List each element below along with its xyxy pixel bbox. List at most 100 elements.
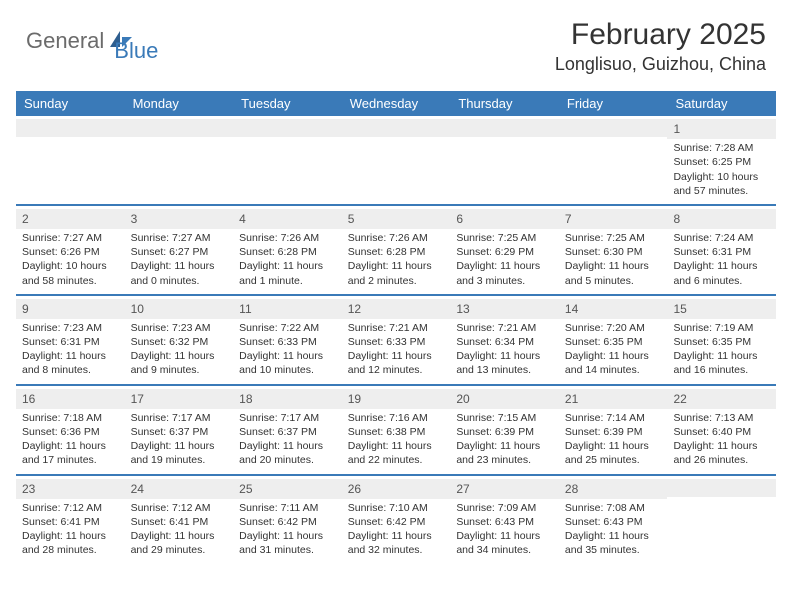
sunrise-text: Sunrise: 7:23 AM xyxy=(131,321,228,335)
sunrise-text: Sunrise: 7:17 AM xyxy=(239,411,336,425)
day-cell: 22Sunrise: 7:13 AMSunset: 6:40 PMDayligh… xyxy=(667,386,776,474)
sunrise-text: Sunrise: 7:22 AM xyxy=(239,321,336,335)
daylight-text: Daylight: 11 hours and 25 minutes. xyxy=(565,439,662,467)
daylight-text: Daylight: 11 hours and 3 minutes. xyxy=(456,259,553,287)
sunset-text: Sunset: 6:37 PM xyxy=(239,425,336,439)
daylight-text: Daylight: 11 hours and 6 minutes. xyxy=(673,259,770,287)
sunrise-text: Sunrise: 7:21 AM xyxy=(348,321,445,335)
sunset-text: Sunset: 6:29 PM xyxy=(456,245,553,259)
day-number: 17 xyxy=(125,389,234,409)
daylight-text: Daylight: 11 hours and 32 minutes. xyxy=(348,529,445,557)
day-number xyxy=(125,119,234,137)
day-cell: 5Sunrise: 7:26 AMSunset: 6:28 PMDaylight… xyxy=(342,206,451,294)
day-cell xyxy=(559,116,668,204)
sunset-text: Sunset: 6:33 PM xyxy=(348,335,445,349)
daylight-text: Daylight: 11 hours and 35 minutes. xyxy=(565,529,662,557)
sunrise-text: Sunrise: 7:13 AM xyxy=(673,411,770,425)
sunset-text: Sunset: 6:39 PM xyxy=(565,425,662,439)
sunset-text: Sunset: 6:37 PM xyxy=(131,425,228,439)
day-cell: 16Sunrise: 7:18 AMSunset: 6:36 PMDayligh… xyxy=(16,386,125,474)
daylight-text: Daylight: 11 hours and 8 minutes. xyxy=(22,349,119,377)
day-cell: 2Sunrise: 7:27 AMSunset: 6:26 PMDaylight… xyxy=(16,206,125,294)
sunset-text: Sunset: 6:27 PM xyxy=(131,245,228,259)
day-number: 8 xyxy=(667,209,776,229)
sunrise-text: Sunrise: 7:21 AM xyxy=(456,321,553,335)
day-number xyxy=(450,119,559,137)
daylight-text: Daylight: 11 hours and 19 minutes. xyxy=(131,439,228,467)
day-number: 7 xyxy=(559,209,668,229)
day-number xyxy=(667,479,776,497)
day-number: 4 xyxy=(233,209,342,229)
daylight-text: Daylight: 11 hours and 12 minutes. xyxy=(348,349,445,377)
sunset-text: Sunset: 6:25 PM xyxy=(673,155,770,169)
sunset-text: Sunset: 6:32 PM xyxy=(131,335,228,349)
daylight-text: Daylight: 11 hours and 1 minute. xyxy=(239,259,336,287)
sunrise-text: Sunrise: 7:14 AM xyxy=(565,411,662,425)
sunrise-text: Sunrise: 7:24 AM xyxy=(673,231,770,245)
day-cell: 19Sunrise: 7:16 AMSunset: 6:38 PMDayligh… xyxy=(342,386,451,474)
day-of-week-cell: Thursday xyxy=(450,91,559,116)
week-row: 9Sunrise: 7:23 AMSunset: 6:31 PMDaylight… xyxy=(16,296,776,386)
daylight-text: Daylight: 11 hours and 10 minutes. xyxy=(239,349,336,377)
daylight-text: Daylight: 11 hours and 34 minutes. xyxy=(456,529,553,557)
day-number: 10 xyxy=(125,299,234,319)
day-number: 23 xyxy=(16,479,125,499)
sunrise-text: Sunrise: 7:18 AM xyxy=(22,411,119,425)
day-number: 19 xyxy=(342,389,451,409)
daylight-text: Daylight: 11 hours and 20 minutes. xyxy=(239,439,336,467)
sunset-text: Sunset: 6:42 PM xyxy=(348,515,445,529)
day-number: 3 xyxy=(125,209,234,229)
sunrise-text: Sunrise: 7:15 AM xyxy=(456,411,553,425)
sunset-text: Sunset: 6:41 PM xyxy=(131,515,228,529)
day-number: 11 xyxy=(233,299,342,319)
day-number: 14 xyxy=(559,299,668,319)
daylight-text: Daylight: 11 hours and 14 minutes. xyxy=(565,349,662,377)
week-row: 2Sunrise: 7:27 AMSunset: 6:26 PMDaylight… xyxy=(16,206,776,296)
day-of-week-cell: Monday xyxy=(125,91,234,116)
day-number xyxy=(559,119,668,137)
title-block: February 2025 Longlisuo, Guizhou, China xyxy=(555,18,766,75)
day-number: 2 xyxy=(16,209,125,229)
day-cell: 10Sunrise: 7:23 AMSunset: 6:32 PMDayligh… xyxy=(125,296,234,384)
day-number: 12 xyxy=(342,299,451,319)
daylight-text: Daylight: 11 hours and 13 minutes. xyxy=(456,349,553,377)
day-cell xyxy=(233,116,342,204)
day-of-week-cell: Saturday xyxy=(667,91,776,116)
sunset-text: Sunset: 6:28 PM xyxy=(239,245,336,259)
day-cell: 14Sunrise: 7:20 AMSunset: 6:35 PMDayligh… xyxy=(559,296,668,384)
sunset-text: Sunset: 6:40 PM xyxy=(673,425,770,439)
sunrise-text: Sunrise: 7:12 AM xyxy=(131,501,228,515)
sunrise-text: Sunrise: 7:26 AM xyxy=(348,231,445,245)
day-cell: 28Sunrise: 7:08 AMSunset: 6:43 PMDayligh… xyxy=(559,476,668,564)
logo: General Blue xyxy=(26,18,158,64)
week-row: 23Sunrise: 7:12 AMSunset: 6:41 PMDayligh… xyxy=(16,476,776,564)
sunset-text: Sunset: 6:42 PM xyxy=(239,515,336,529)
sunrise-text: Sunrise: 7:27 AM xyxy=(131,231,228,245)
day-number: 24 xyxy=(125,479,234,499)
day-of-week-cell: Wednesday xyxy=(342,91,451,116)
week-row: 16Sunrise: 7:18 AMSunset: 6:36 PMDayligh… xyxy=(16,386,776,476)
sunrise-text: Sunrise: 7:25 AM xyxy=(565,231,662,245)
sunrise-text: Sunrise: 7:09 AM xyxy=(456,501,553,515)
day-cell: 25Sunrise: 7:11 AMSunset: 6:42 PMDayligh… xyxy=(233,476,342,564)
day-number: 21 xyxy=(559,389,668,409)
sunset-text: Sunset: 6:41 PM xyxy=(22,515,119,529)
sunrise-text: Sunrise: 7:12 AM xyxy=(22,501,119,515)
daylight-text: Daylight: 11 hours and 31 minutes. xyxy=(239,529,336,557)
sunset-text: Sunset: 6:34 PM xyxy=(456,335,553,349)
day-number: 26 xyxy=(342,479,451,499)
day-cell: 23Sunrise: 7:12 AMSunset: 6:41 PMDayligh… xyxy=(16,476,125,564)
sunrise-text: Sunrise: 7:08 AM xyxy=(565,501,662,515)
day-number: 27 xyxy=(450,479,559,499)
day-number xyxy=(342,119,451,137)
calendar: SundayMondayTuesdayWednesdayThursdayFrid… xyxy=(16,91,776,563)
header: General Blue February 2025 Longlisuo, Gu… xyxy=(0,0,792,83)
daylight-text: Daylight: 11 hours and 29 minutes. xyxy=(131,529,228,557)
day-number: 9 xyxy=(16,299,125,319)
day-cell: 20Sunrise: 7:15 AMSunset: 6:39 PMDayligh… xyxy=(450,386,559,474)
daylight-text: Daylight: 10 hours and 58 minutes. xyxy=(22,259,119,287)
daylight-text: Daylight: 11 hours and 22 minutes. xyxy=(348,439,445,467)
sunrise-text: Sunrise: 7:17 AM xyxy=(131,411,228,425)
sunset-text: Sunset: 6:35 PM xyxy=(673,335,770,349)
day-cell xyxy=(342,116,451,204)
